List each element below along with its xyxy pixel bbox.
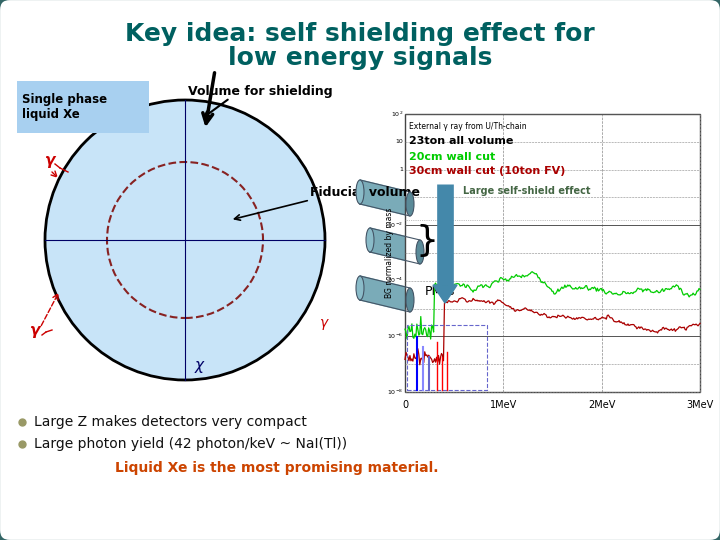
Text: Single phase
liquid Xe: Single phase liquid Xe [22, 93, 107, 121]
Text: External γ ray from U/Th-chain: External γ ray from U/Th-chain [409, 122, 526, 131]
Text: Volume for shielding: Volume for shielding [188, 85, 333, 98]
Text: Key idea: self shielding effect for: Key idea: self shielding effect for [125, 22, 595, 46]
Ellipse shape [416, 240, 424, 264]
Bar [407, 325, 487, 390]
Polygon shape [360, 276, 410, 312]
FancyBboxPatch shape [17, 81, 149, 133]
Bar [405, 114, 700, 392]
Ellipse shape [406, 288, 414, 312]
Text: 3MeV: 3MeV [686, 400, 714, 410]
Text: BG normalized by mass: BG normalized by mass [384, 208, 394, 298]
Text: Fiducial volume: Fiducial volume [310, 186, 420, 199]
Text: 2MeV: 2MeV [588, 400, 616, 410]
Text: Large Z makes detectors very compact: Large Z makes detectors very compact [34, 415, 307, 429]
Text: PMTs: PMTs [425, 285, 455, 298]
Text: 1MeV: 1MeV [490, 400, 517, 410]
Text: }: } [415, 224, 438, 258]
Polygon shape [360, 180, 410, 216]
Text: 30cm wall cut (10ton FV): 30cm wall cut (10ton FV) [409, 166, 565, 176]
Text: $10^{-8}$: $10^{-8}$ [387, 387, 403, 397]
Circle shape [45, 100, 325, 380]
Text: 0: 0 [402, 400, 408, 410]
Text: χ: χ [195, 358, 204, 373]
Text: 10: 10 [395, 139, 403, 144]
Text: γ: γ [320, 316, 328, 330]
Text: γ: γ [45, 153, 55, 168]
Text: $10^{-2}$: $10^{-2}$ [387, 220, 403, 230]
Ellipse shape [366, 228, 374, 252]
Text: low energy signals: low energy signals [228, 46, 492, 70]
Text: Large self-shield effect: Large self-shield effect [463, 186, 590, 195]
Text: 20cm wall cut: 20cm wall cut [409, 152, 495, 162]
Text: γ: γ [30, 323, 40, 338]
Text: Liquid Xe is the most promising material.: Liquid Xe is the most promising material… [115, 461, 438, 475]
Text: $10^{-6}$: $10^{-6}$ [387, 332, 403, 341]
Ellipse shape [406, 192, 414, 216]
Ellipse shape [356, 276, 364, 300]
Ellipse shape [356, 180, 364, 204]
Polygon shape [433, 285, 457, 303]
Text: $10^{-4}$: $10^{-4}$ [387, 276, 403, 286]
Text: 1: 1 [399, 167, 403, 172]
Text: 23ton all volume: 23ton all volume [409, 136, 513, 146]
Text: $10^{2}$: $10^{2}$ [391, 109, 403, 119]
Text: Large photon yield (42 photon/keV ~ NaI(Tl)): Large photon yield (42 photon/keV ~ NaI(… [34, 437, 347, 451]
Polygon shape [370, 228, 420, 264]
